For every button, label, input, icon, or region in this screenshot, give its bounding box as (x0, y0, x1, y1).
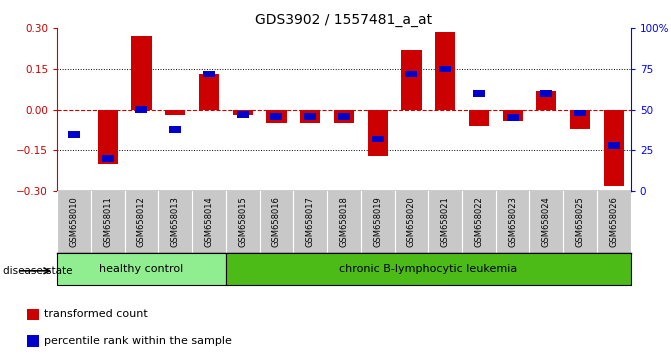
Text: disease state: disease state (3, 266, 73, 276)
Bar (435, 33, 455, 110)
Bar (608, 142, 620, 149)
Text: GSM658026: GSM658026 (609, 196, 619, 247)
Bar (473, 90, 484, 97)
Bar (372, 136, 384, 142)
Bar (574, 110, 586, 116)
Bar (401, 50, 421, 110)
Bar (536, 91, 556, 110)
Text: chronic B-lymphocytic leukemia: chronic B-lymphocytic leukemia (339, 264, 517, 274)
Bar (199, 74, 219, 110)
Bar (225, 253, 631, 285)
Text: percentile rank within the sample: percentile rank within the sample (44, 336, 232, 346)
Text: GSM658012: GSM658012 (137, 196, 146, 247)
Text: GSM658020: GSM658020 (407, 196, 416, 247)
Text: GSM658024: GSM658024 (542, 196, 551, 247)
Text: GSM658023: GSM658023 (508, 196, 517, 247)
Bar (169, 126, 181, 133)
Text: GSM658022: GSM658022 (474, 196, 483, 247)
Text: GSM658015: GSM658015 (238, 196, 247, 247)
Text: GSM658017: GSM658017 (305, 196, 315, 247)
Text: GSM658016: GSM658016 (272, 196, 281, 247)
Bar (507, 114, 519, 121)
Bar (237, 111, 248, 118)
Bar (97, 110, 118, 164)
Text: GSM658019: GSM658019 (373, 196, 382, 247)
Bar (503, 110, 523, 121)
Bar (368, 110, 388, 156)
Bar (132, 36, 152, 110)
Bar (233, 110, 253, 115)
Bar (266, 110, 287, 123)
Text: GSM658011: GSM658011 (103, 196, 112, 247)
Text: GSM658014: GSM658014 (205, 196, 213, 247)
Bar (604, 110, 624, 186)
Bar (469, 110, 489, 126)
Text: GSM658013: GSM658013 (170, 196, 180, 247)
Bar (102, 155, 113, 162)
Bar (440, 65, 451, 73)
Title: GDS3902 / 1557481_a_at: GDS3902 / 1557481_a_at (256, 13, 432, 27)
Text: GSM658025: GSM658025 (576, 196, 584, 247)
Text: healthy control: healthy control (99, 264, 184, 274)
Bar (300, 110, 320, 123)
Text: transformed count: transformed count (44, 309, 148, 319)
Bar (68, 131, 80, 138)
Bar (304, 113, 316, 120)
Bar (203, 70, 215, 77)
Text: GSM658010: GSM658010 (69, 196, 79, 247)
Bar (165, 110, 185, 115)
Bar (540, 90, 552, 97)
Bar (270, 113, 282, 120)
Bar (27, 309, 39, 320)
Bar (405, 70, 417, 77)
Text: GSM658021: GSM658021 (441, 196, 450, 247)
Bar (570, 110, 590, 129)
Bar (136, 106, 148, 113)
Bar (338, 113, 350, 120)
Bar (333, 110, 354, 123)
Bar (57, 253, 225, 285)
Text: GSM658018: GSM658018 (340, 196, 348, 247)
Bar (27, 336, 39, 347)
